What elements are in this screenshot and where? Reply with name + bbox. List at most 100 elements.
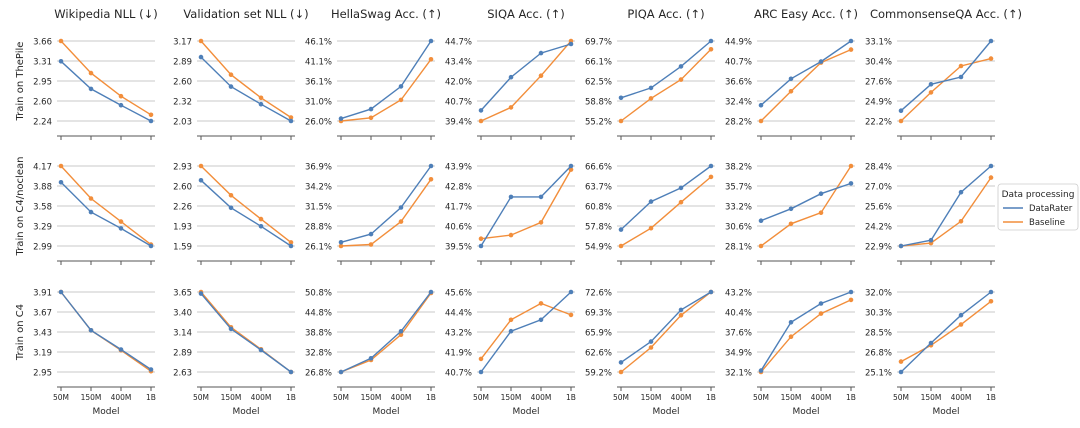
y-tick-label: 2.99 xyxy=(33,243,52,253)
x-tick-label: 400M xyxy=(391,393,412,402)
series-line-datarater xyxy=(200,179,292,247)
data-point-datarater xyxy=(988,289,994,295)
x-tick-label: 400M xyxy=(531,393,552,402)
data-point-baseline xyxy=(198,163,204,169)
data-point-baseline xyxy=(988,175,994,180)
y-tick-label: 26.8% xyxy=(305,369,332,379)
data-point-baseline xyxy=(228,193,234,198)
y-tick-label: 34.9% xyxy=(725,349,752,359)
y-tick-label: 25.1% xyxy=(865,369,892,379)
x-tick-label: 150M xyxy=(641,393,662,402)
y-tick-label: 2.95 xyxy=(33,369,52,379)
x-tick-label: 50M xyxy=(753,393,769,402)
series-line-baseline xyxy=(900,177,992,247)
data-point-datarater xyxy=(338,369,344,375)
series-line-baseline xyxy=(480,40,572,122)
data-point-datarater xyxy=(788,76,794,82)
series-line-baseline xyxy=(760,299,852,373)
y-tick-label: 58.8% xyxy=(585,98,612,108)
y-tick-label: 43.2% xyxy=(445,329,472,339)
data-point-datarater xyxy=(928,237,934,243)
y-tick-label: 32.4% xyxy=(725,98,752,108)
data-point-baseline xyxy=(898,118,904,124)
data-point-datarater xyxy=(88,86,94,92)
data-point-datarater xyxy=(398,84,404,89)
legend-entry-label: Baseline xyxy=(1029,218,1065,228)
y-tick-label: 44.7% xyxy=(445,38,472,48)
data-point-baseline xyxy=(898,359,904,364)
x-tick-label: 150M xyxy=(921,393,942,402)
data-point-baseline xyxy=(788,221,794,227)
y-tick-label: 27.0% xyxy=(865,183,892,193)
data-point-datarater xyxy=(258,101,264,107)
series-line-baseline xyxy=(200,165,292,243)
data-point-baseline xyxy=(928,90,934,95)
column-title: CommonsenseQA Acc. (↑) xyxy=(870,7,1022,21)
data-point-datarater xyxy=(118,347,124,352)
y-tick-label: 22.9% xyxy=(865,243,892,253)
legend-entry-label: DataRater xyxy=(1029,204,1073,214)
data-point-datarater xyxy=(538,194,544,200)
data-point-datarater xyxy=(568,163,574,169)
data-point-datarater xyxy=(288,118,294,124)
data-point-baseline xyxy=(678,199,684,205)
data-point-baseline xyxy=(708,47,714,52)
series-line-baseline xyxy=(620,291,712,373)
data-point-datarater xyxy=(148,243,154,249)
data-point-baseline xyxy=(198,38,204,44)
series-line-datarater xyxy=(620,40,712,99)
y-tick-label: 28.1% xyxy=(725,243,752,253)
row-label: Train on ThePile xyxy=(15,42,26,122)
y-tick-label: 37.6% xyxy=(725,329,752,339)
data-point-baseline xyxy=(288,240,294,245)
x-axis-label: Model xyxy=(792,407,819,417)
y-tick-label: 3.14 xyxy=(173,329,192,339)
data-point-datarater xyxy=(258,224,264,229)
data-point-datarater xyxy=(368,356,374,361)
series-line-baseline xyxy=(760,48,852,122)
series-line-baseline xyxy=(340,178,432,247)
data-point-datarater xyxy=(88,328,94,333)
data-point-baseline xyxy=(788,334,794,340)
data-point-datarater xyxy=(818,59,824,64)
x-tick-label: 150M xyxy=(501,393,522,402)
data-point-baseline xyxy=(538,301,544,306)
data-point-baseline xyxy=(508,105,514,110)
x-tick-label: 50M xyxy=(613,393,629,402)
x-tick-label: 50M xyxy=(333,393,349,402)
y-tick-label: 2.26 xyxy=(173,203,192,213)
data-point-baseline xyxy=(568,312,574,318)
data-point-datarater xyxy=(508,328,514,334)
data-point-baseline xyxy=(428,177,434,182)
series-line-datarater xyxy=(200,293,292,373)
data-point-datarater xyxy=(58,59,64,64)
data-point-baseline xyxy=(368,242,374,247)
data-point-baseline xyxy=(618,118,624,124)
data-point-datarater xyxy=(758,218,764,223)
data-point-datarater xyxy=(58,289,64,295)
data-point-baseline xyxy=(148,112,154,118)
data-point-baseline xyxy=(648,225,654,231)
y-tick-label: 46.1% xyxy=(305,38,332,48)
data-point-datarater xyxy=(958,312,964,318)
data-point-baseline xyxy=(758,118,764,124)
y-tick-label: 41.1% xyxy=(305,58,332,68)
series-line-baseline xyxy=(900,57,992,122)
series-line-datarater xyxy=(760,291,852,371)
series-line-datarater xyxy=(480,291,572,373)
data-point-datarater xyxy=(88,209,94,215)
data-point-datarater xyxy=(148,367,154,372)
y-tick-label: 66.1% xyxy=(585,58,612,68)
data-point-datarater xyxy=(198,291,204,296)
series-line-baseline xyxy=(340,292,432,373)
data-point-datarater xyxy=(648,199,654,204)
y-tick-label: 32.1% xyxy=(725,369,752,379)
row-label: Train on C4 xyxy=(15,304,26,361)
y-tick-label: 60.8% xyxy=(585,203,612,213)
data-point-baseline xyxy=(848,297,854,303)
y-tick-label: 43.2% xyxy=(725,289,752,299)
data-point-baseline xyxy=(538,73,544,78)
series-line-datarater xyxy=(340,40,432,120)
series-line-datarater xyxy=(60,181,152,247)
